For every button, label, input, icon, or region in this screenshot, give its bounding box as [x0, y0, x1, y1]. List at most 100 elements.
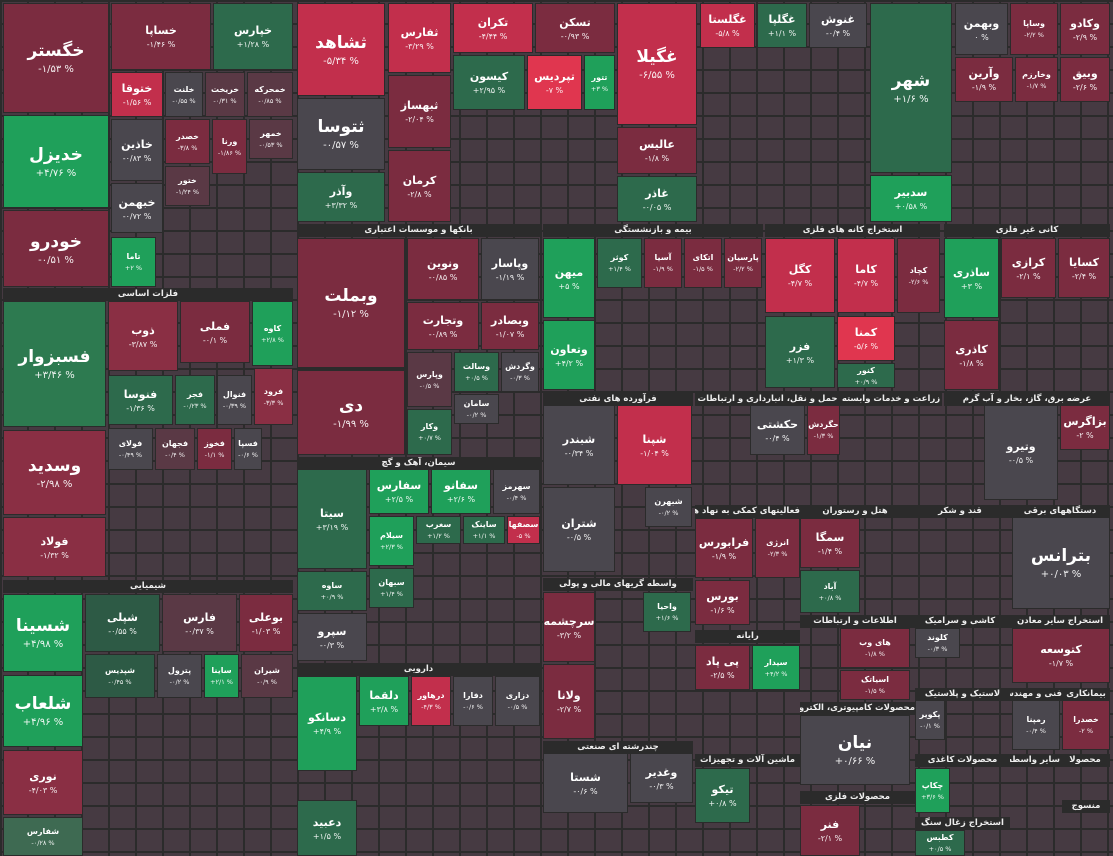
stock-tile[interactable]: فولاد -۱/۳۲ %	[3, 517, 106, 577]
stock-tile[interactable]: کاوه +۲/۸ %	[252, 301, 293, 366]
stock-tile[interactable]: وسالت +۰/۵ %	[454, 352, 499, 392]
stock-tile[interactable]: خساپا -۱/۴۶ %	[111, 3, 211, 70]
stock-tile[interactable]: وکادو -۲/۹ %	[1060, 3, 1110, 55]
stock-tile[interactable]: سیتا +۳/۱۹ %	[297, 469, 367, 569]
stock-tile[interactable]: های وب -۱/۸ %	[840, 628, 910, 668]
stock-tile[interactable]: ساینا +۲/۱ %	[204, 654, 239, 698]
stock-tile[interactable]: نیان +۰/۶۶ %	[800, 715, 910, 785]
stock-tile[interactable]: غگیلا -۶/۵۵ %	[617, 3, 697, 125]
stock-tile[interactable]: شبهرن -۰/۲ %	[645, 487, 692, 527]
stock-tile[interactable]: وغدیر -۰/۳ %	[630, 753, 693, 803]
stock-tile[interactable]: سبهان +۱/۴ %	[369, 568, 414, 608]
stock-tile[interactable]: سیدار +۴/۲ %	[752, 645, 800, 690]
stock-tile[interactable]: شپنا -۱/۰۴ %	[617, 405, 692, 485]
stock-tile[interactable]: وپاسار -۱/۱۹ %	[481, 238, 539, 300]
stock-tile[interactable]: تپردیس -۷ %	[527, 55, 582, 110]
stock-tile[interactable]: شپدیس -۰/۴۵ %	[85, 654, 155, 698]
stock-tile[interactable]: بزاگرس -۲ %	[1060, 405, 1110, 450]
stock-tile[interactable]: ثشاهد -۵/۳۴ %	[297, 3, 385, 96]
stock-tile[interactable]: کرمان -۲/۸ %	[388, 150, 451, 222]
stock-tile[interactable]: ثفارس -۳/۲۹ %	[388, 3, 451, 73]
stock-tile[interactable]: وتعاون +۴/۲ %	[543, 320, 595, 390]
stock-tile[interactable]: غگلپا +۱/۱ %	[757, 3, 807, 48]
stock-tile[interactable]: سپرو -۰/۳ %	[297, 613, 367, 661]
stock-tile[interactable]: ختور -۱/۲۴ %	[165, 166, 210, 206]
stock-tile[interactable]: فنوال -۰/۳۹ %	[217, 375, 252, 425]
stock-tile[interactable]: فارس -۰/۳۷ %	[162, 594, 237, 652]
stock-tile[interactable]: وآرین -۱/۹ %	[955, 57, 1013, 102]
stock-tile[interactable]: پکویر -۰/۱ %	[915, 700, 945, 740]
stock-tile[interactable]: نوری -۴/۰۳ %	[3, 750, 83, 815]
stock-tile[interactable]: بورس -۱/۶ %	[695, 580, 750, 625]
stock-tile[interactable]: ثتوسا -۰/۵۷ %	[297, 98, 385, 170]
stock-tile[interactable]: خمهر -۰/۵۳ %	[249, 119, 293, 159]
stock-tile[interactable]: وبیق -۲/۶ %	[1060, 57, 1110, 102]
stock-tile[interactable]: اسیاتک -۱/۵ %	[840, 670, 910, 700]
stock-tile[interactable]: وبهمن ۰ %	[955, 3, 1008, 55]
stock-tile[interactable]: سمگا -۱/۴ %	[800, 518, 860, 568]
stock-tile[interactable]: وساپا -۲/۲ %	[1010, 3, 1058, 55]
stock-tile[interactable]: دفارا -۰/۶ %	[453, 676, 493, 726]
stock-tile[interactable]: کرازی -۲/۱ %	[1001, 238, 1056, 298]
stock-tile[interactable]: سصفها -۵ %	[507, 516, 540, 544]
stock-tile[interactable]: غاذر -۰/۰۵ %	[617, 176, 697, 222]
stock-tile[interactable]: خصدر -۳/۸ %	[165, 119, 210, 164]
stock-tile[interactable]: انرژی -۲/۳ %	[755, 518, 800, 578]
stock-tile[interactable]: تیکو +۰/۸ %	[695, 768, 750, 823]
stock-tile[interactable]: پی پاد -۲/۵ %	[695, 645, 750, 690]
stock-tile[interactable]: شتران -۰/۵ %	[543, 487, 615, 572]
stock-tile[interactable]: سغرب +۱/۲ %	[416, 516, 461, 544]
stock-tile[interactable]: ساینک +۱/۱ %	[463, 516, 505, 544]
stock-tile[interactable]: شبندر -۰/۳۴ %	[543, 405, 615, 485]
stock-tile[interactable]: خلنت -۰/۵۵ %	[165, 72, 203, 117]
stock-tile[interactable]: ونوین -۰/۸۵ %	[407, 238, 479, 300]
stock-tile[interactable]: کمنا -۵/۶ %	[837, 316, 895, 361]
stock-tile[interactable]: شسینا +۴/۹۸ %	[3, 594, 83, 672]
stock-tile[interactable]: شلعاب +۴/۹۶ %	[3, 675, 83, 747]
stock-tile[interactable]: دی -۱/۹۹ %	[297, 370, 405, 455]
stock-tile[interactable]: خدیزل +۴/۷۶ %	[3, 115, 109, 208]
stock-tile[interactable]: شستا -۰/۶ %	[543, 753, 628, 813]
stock-tile[interactable]: فرابورس -۱/۹ %	[695, 518, 753, 578]
stock-tile[interactable]: فجر -۰/۲۳ %	[175, 375, 215, 425]
stock-tile[interactable]: آباد +۰/۸ %	[800, 570, 860, 613]
stock-tile[interactable]: غنوش -۰/۴ %	[809, 3, 867, 48]
stock-tile[interactable]: وتیرو -۰/۵ %	[984, 405, 1058, 500]
stock-tile[interactable]: کسایا -۲/۴ %	[1058, 238, 1110, 298]
stock-tile[interactable]: سرچشمه -۳/۲ %	[543, 592, 595, 662]
stock-tile[interactable]: شفارس -۰/۲۸ %	[3, 817, 83, 856]
stock-tile[interactable]: کاذری -۱/۸ %	[944, 320, 999, 390]
stock-tile[interactable]: فولای -۰/۴۹ %	[108, 428, 153, 470]
stock-tile[interactable]: درهاور -۴/۳ %	[411, 676, 451, 726]
stock-tile[interactable]: تتور +۳ %	[584, 55, 615, 110]
stock-tile[interactable]: چکاپ +۳/۶ %	[915, 768, 950, 813]
stock-tile[interactable]: ختوقا -۱/۵۶ %	[111, 72, 163, 117]
stock-tile[interactable]: وتجارت -۰/۸۹ %	[407, 302, 479, 350]
stock-tile[interactable]: فملی -۰/۱ %	[180, 301, 250, 363]
stock-tile[interactable]: دزاری -۰/۵ %	[495, 676, 540, 726]
stock-tile[interactable]: پارسیان -۲/۲ %	[724, 238, 762, 288]
stock-tile[interactable]: فنر -۲/۱ %	[800, 805, 860, 856]
stock-tile[interactable]: فزر +۱/۳ %	[765, 316, 835, 388]
stock-tile[interactable]: شیران -۰/۹ %	[241, 654, 293, 698]
stock-tile[interactable]: تاما +۲ %	[111, 237, 156, 287]
stock-tile[interactable]: وپارس -۰/۵ %	[407, 352, 452, 407]
stock-tile[interactable]: حکشتی -۰/۴ %	[750, 405, 805, 455]
stock-tile[interactable]: سفارس +۲/۵ %	[369, 469, 429, 514]
stock-tile[interactable]: فخوز -۱/۱ %	[197, 428, 232, 470]
stock-tile[interactable]: خودرو -۰/۵۱ %	[3, 210, 109, 287]
stock-tile[interactable]: سفانو +۲/۶ %	[431, 469, 491, 514]
stock-tile[interactable]: کطبس +۰/۵ %	[915, 830, 965, 856]
stock-tile[interactable]: سیلام +۲/۳ %	[369, 516, 414, 566]
stock-tile[interactable]: میهن +۵ %	[543, 238, 595, 318]
stock-tile[interactable]: خصدرا -۲ %	[1062, 700, 1110, 750]
stock-tile[interactable]: بترانس +۰/۰۳ %	[1012, 517, 1110, 609]
stock-tile[interactable]: شپلی -۰/۵۵ %	[85, 594, 160, 652]
stock-tile[interactable]: فسبزوار +۳/۴۶ %	[3, 301, 106, 427]
stock-tile[interactable]: رمپنا -۰/۴ %	[1012, 700, 1060, 750]
stock-tile[interactable]: ورنا -۱/۸۶ %	[212, 119, 247, 174]
stock-tile[interactable]: سدبیر +۰/۵۸ %	[870, 175, 952, 222]
stock-tile[interactable]: ذوب -۳/۸۷ %	[108, 301, 178, 371]
stock-tile[interactable]: خپارس +۱/۲۸ %	[213, 3, 293, 70]
stock-tile[interactable]: وخارزم -۱/۷ %	[1015, 57, 1058, 102]
